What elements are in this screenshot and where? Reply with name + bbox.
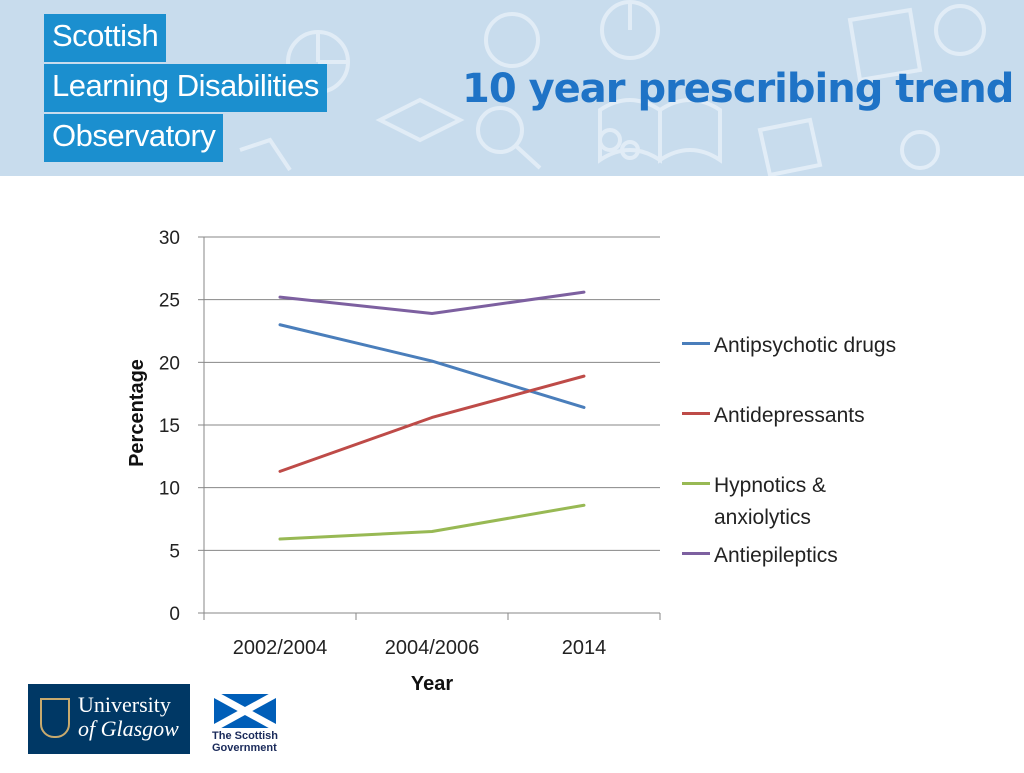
magnifier-icon: [478, 108, 522, 152]
legend-label: Antipsychotic drugs: [714, 330, 934, 362]
legend-item-antipsychotic: Antipsychotic drugs: [682, 330, 934, 362]
uog-line-1: University: [78, 694, 171, 716]
lightbulb-icon: [486, 14, 538, 66]
legend-item-hypnotics: Hypnotics & anxiolytics: [682, 470, 934, 534]
page-title: 10 year prescribing trend: [462, 66, 1013, 112]
y-tick-label: 15: [159, 416, 180, 437]
scottish-government-logo: The Scottish Government: [212, 694, 282, 756]
y-tick-label: 30: [159, 228, 180, 249]
legend-label: Antidepressants: [714, 400, 934, 432]
people-icon: [600, 130, 620, 150]
gov-line-1: The Scottish: [212, 730, 278, 742]
x-tick-label: 2004/2006: [385, 637, 480, 659]
university-of-glasgow-logo: University of Glasgow: [28, 684, 190, 754]
series-line-1: [280, 376, 584, 471]
crest-icon: [40, 698, 70, 738]
legend-swatch: [682, 342, 710, 345]
legend-swatch: [682, 552, 710, 555]
header-banner: Scottish Learning Disabilities Observato…: [0, 0, 1024, 176]
y-tick-label: 10: [159, 479, 180, 500]
y-tick-label: 25: [159, 291, 180, 312]
series-line-0: [280, 325, 584, 408]
chart-legend: Antipsychotic drugs Antidepressants Hypn…: [682, 330, 982, 580]
graduation-cap-icon: [380, 100, 460, 140]
saltire-flag-icon: [214, 694, 276, 728]
y-axis-title: Percentage: [126, 359, 148, 467]
legend-label: Antiepileptics: [714, 540, 934, 572]
series-line-2: [280, 505, 584, 539]
y-tick-label: 0: [169, 604, 180, 625]
y-tick-label: 5: [169, 541, 180, 562]
x-tick-label: 2014: [562, 637, 607, 659]
x-axis-title: Year: [411, 673, 453, 695]
logo-line-2: Learning Disabilities: [44, 64, 327, 112]
legend-swatch: [682, 412, 710, 415]
gov-line-2: Government: [212, 742, 278, 754]
legend-label: anxiolytics: [714, 502, 934, 534]
x-tick-label: 2002/2004: [233, 637, 328, 659]
legend-item-antiepileptics: Antiepileptics: [682, 540, 934, 572]
logo-line-1: Scottish: [44, 14, 166, 62]
series-line-3: [280, 292, 584, 313]
legend-item-antidepressants: Antidepressants: [682, 400, 934, 432]
logo-line-3: Observatory: [44, 114, 223, 162]
legend-swatch: [682, 482, 710, 485]
y-tick-label: 20: [159, 353, 180, 374]
uog-line-2: of Glasgow: [78, 718, 179, 740]
legend-label: Hypnotics &: [714, 470, 934, 502]
